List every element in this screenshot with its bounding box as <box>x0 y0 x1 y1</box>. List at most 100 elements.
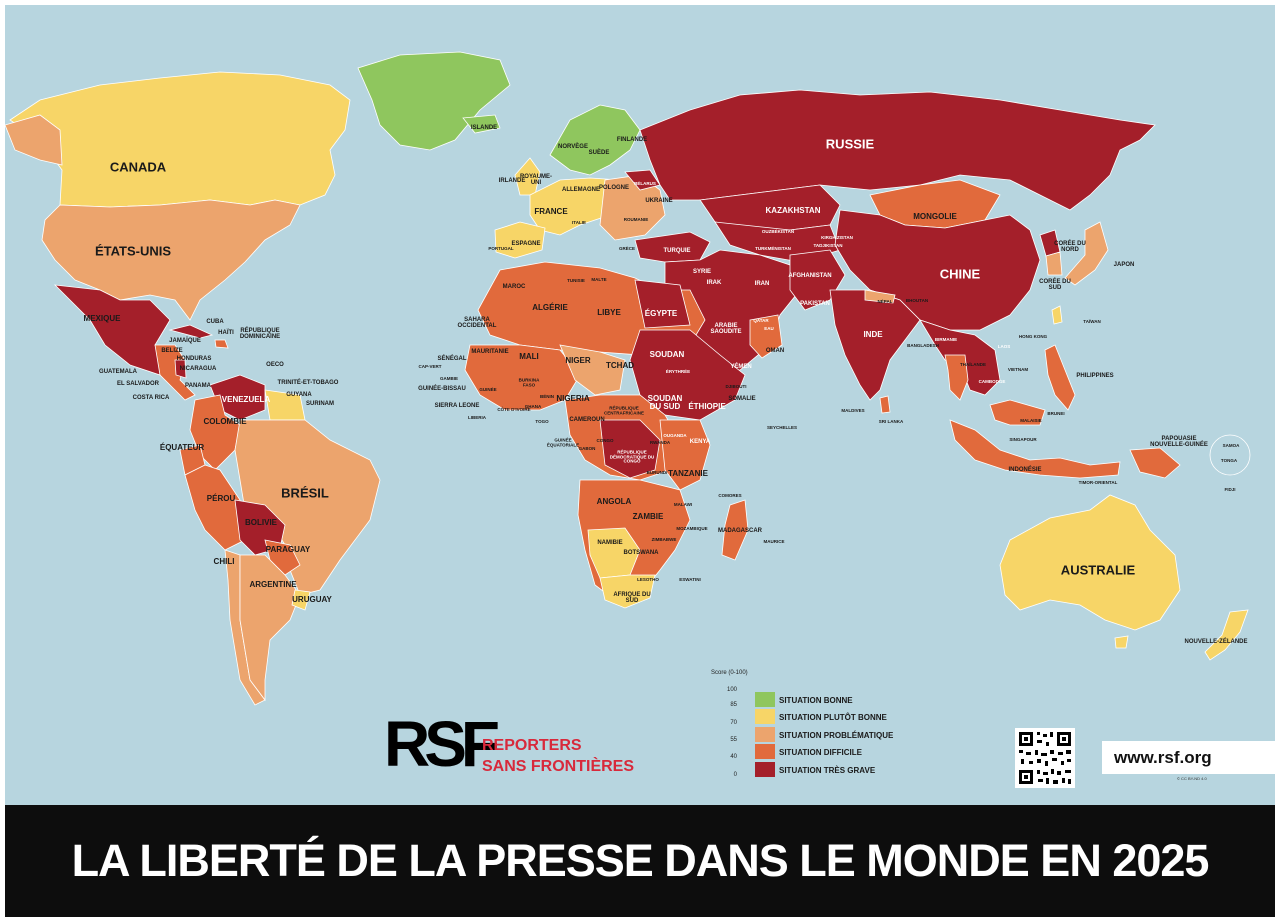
label-nepal: NÉPAL <box>877 298 893 304</box>
legend-tick: 0 <box>733 772 737 778</box>
label-seychelles: SEYCHELLES <box>766 424 798 430</box>
legend-tick: 100 <box>726 687 737 693</box>
label-soudan: SOUDAN <box>649 350 685 359</box>
label-irlande: IRLANDE <box>498 178 526 184</box>
label-yemen: YÉMEN <box>730 364 752 370</box>
label-samoa: SAMOA <box>1222 442 1240 448</box>
label-vietnam: VIETNAM <box>1007 366 1029 372</box>
label-taiwan: TAÏWAN <box>1083 318 1101 324</box>
rsf-logo[interactable]: RSF REPORTERS SANS FRONTIÈRES <box>384 711 644 781</box>
website-link[interactable]: www.rsf.org <box>1102 741 1275 774</box>
rsf-logo-line2: SANS FRONTIÈRES <box>482 758 635 775</box>
country-central-america <box>154 344 196 401</box>
legend-swatch-tres-grave <box>755 762 775 777</box>
label-el-salvador: EL SALVADOR <box>116 381 160 387</box>
label-russie: RUSSIE <box>825 136 875 152</box>
rsf-logo-line1: REPORTERS <box>482 737 582 754</box>
label-tanzanie: TANZANIE <box>668 469 708 478</box>
label-rwanda: RWANDA <box>649 439 671 445</box>
legend-label-problematique: SITUATION PROBLÉMATIQUE <box>779 731 894 740</box>
label-hong-kong: HONG KONG <box>1018 333 1048 339</box>
label-maldives: MALDIVES <box>841 407 865 413</box>
country-alaska <box>5 114 63 166</box>
legend-tick: 40 <box>730 754 737 760</box>
country-oman <box>749 314 783 359</box>
label-guinee: GUINÉE <box>479 386 497 392</box>
label-maurice: MAURICE <box>763 538 785 544</box>
legend-label-difficile: SITUATION DIFFICILE <box>779 748 862 757</box>
label-suede: SUÈDE <box>588 150 610 156</box>
label-thailande: THAÏLANDE <box>960 361 986 367</box>
label-equateur: ÉQUATEUR <box>159 443 205 452</box>
label-japon: JAPON <box>1113 262 1135 268</box>
label-sri-lanka: SRI LANKA <box>878 418 904 424</box>
country-haiti <box>214 339 229 349</box>
country-afrique-sud <box>599 574 656 609</box>
label-togo: TOGO <box>535 418 549 424</box>
legend-swatch-bonne <box>755 692 775 707</box>
label-arabie: ARABIE SAOUDITE <box>710 323 742 335</box>
label-madagascar: MADAGASCAR <box>718 528 762 534</box>
label-oeco: OECO <box>266 362 284 368</box>
country-usa <box>41 199 301 321</box>
label-burundi: BURUNDI <box>646 469 668 475</box>
label-benin: BÉNIN <box>539 393 555 399</box>
country-paraguay <box>264 539 301 576</box>
country-philippines <box>1044 344 1076 411</box>
label-somalie: SOMALIE <box>728 396 756 402</box>
label-allemagne: ALLEMAGNE <box>562 187 600 193</box>
label-djibouti: DJIBOUTI <box>725 383 747 389</box>
world-map: CANADA ÉTATS-UNIS MEXIQUE CUBA HAÏTI RÉP… <box>5 5 1275 805</box>
page-title: LA LIBERTÉ DE LA PRESSE DANS LE MONDE EN… <box>71 835 1210 886</box>
label-kirghizistan: KIRGHIZISTAN <box>821 234 853 240</box>
country-uk-ireland <box>514 157 541 196</box>
country-islande <box>462 114 501 134</box>
country-thailande <box>944 354 969 401</box>
label-tonga: TONGA <box>1220 457 1238 463</box>
label-papouasie: PAPOUASIE NOUVELLE-GUINÉE <box>1150 436 1208 448</box>
label-afghanistan: AFGHANISTAN <box>788 273 832 279</box>
label-guyana: GUYANA <box>286 392 312 398</box>
label-jamaique: JAMAÏQUE <box>169 338 201 344</box>
label-royaume-uni: ROYAUME-UNI <box>519 174 553 186</box>
label-islande: ISLANDE <box>470 125 498 131</box>
label-espagne: ESPAGNE <box>511 241 541 247</box>
label-haiti: HAÏTI <box>218 330 234 336</box>
label-oman: OMAN <box>765 348 785 354</box>
country-egypte <box>634 279 691 329</box>
label-maroc: MAROC <box>502 284 526 290</box>
label-gambie: GAMBIE <box>440 375 458 381</box>
label-paraguay: PARAGUAY <box>265 545 311 554</box>
label-egypte: ÉGYPTE <box>644 309 678 318</box>
label-rca: RÉPUBLIQUE CENTRAFRICAINE <box>604 405 644 415</box>
label-erythree: ÉRYTHRÉE <box>665 368 691 374</box>
label-qatar: QATAR <box>753 317 769 323</box>
label-perou: PÉROU <box>206 494 236 503</box>
label-france: FRANCE <box>534 207 568 216</box>
label-birmanie: BIRMANIE <box>934 336 958 342</box>
country-canada <box>9 71 351 208</box>
country-australie <box>999 494 1181 631</box>
label-roumanie: ROUMANIE <box>623 216 649 222</box>
label-bangladesh: BANGLADESH <box>907 342 939 348</box>
label-italie: ITALIE <box>572 219 586 225</box>
label-coree-nord: CORÉE DU NORD <box>1054 241 1086 253</box>
label-congo: CONGO <box>596 437 614 443</box>
label-surinam: SURINAM <box>306 401 334 407</box>
label-lesotho: LESOTHO <box>637 576 659 582</box>
country-west-africa <box>464 344 581 411</box>
country-indonesie <box>949 419 1121 479</box>
qr-code-icon[interactable] <box>1015 728 1075 788</box>
legend-swatch-problematique <box>755 727 775 742</box>
label-botswana: BOTSWANA <box>623 550 659 556</box>
label-laos: LAOS <box>997 343 1011 349</box>
label-rep-dom: RÉPUBLIQUE DOMINICAINE <box>239 328 281 340</box>
qr-code-graphic <box>1019 732 1071 784</box>
legend-tick: 85 <box>730 702 737 708</box>
label-gabon: GABON <box>578 445 596 451</box>
website-url: www.rsf.org <box>1114 748 1212 767</box>
label-zambie: ZAMBIE <box>632 512 664 521</box>
label-norvege: NORVÈGE <box>558 144 588 150</box>
label-bresil: BRÉSIL <box>281 485 329 501</box>
label-libye: LIBYE <box>597 308 621 317</box>
